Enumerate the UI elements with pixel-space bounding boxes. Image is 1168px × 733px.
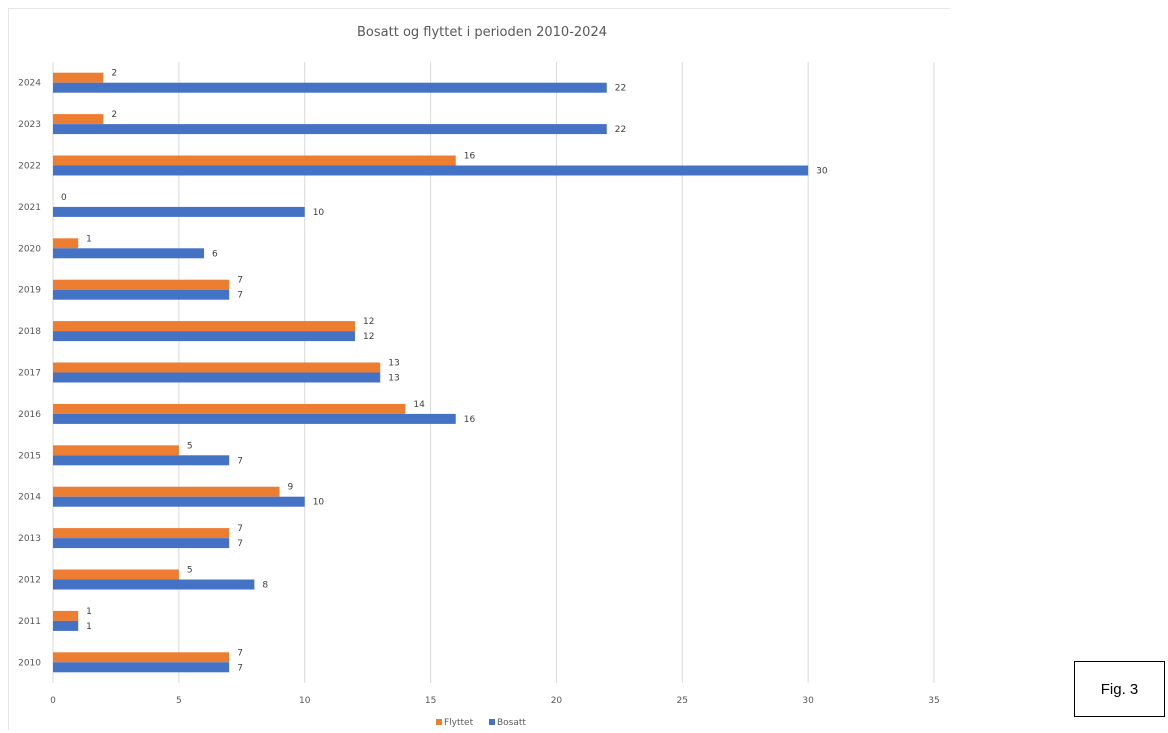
bar-flyttet-2020 xyxy=(53,238,79,249)
data-label-flyttet-2022: 16 xyxy=(464,152,476,162)
x-tick-label: 15 xyxy=(425,696,436,706)
legend: Flyttet Bosatt xyxy=(436,718,526,728)
bar-flyttet-2019 xyxy=(53,279,230,290)
x-tick-label: 20 xyxy=(551,696,563,706)
data-label-bosatt-2016: 16 xyxy=(464,415,476,425)
bar-bosatt-2023 xyxy=(53,124,607,135)
bar-flyttet-2022 xyxy=(53,155,456,166)
data-label-bosatt-2014: 10 xyxy=(313,498,325,508)
data-label-bosatt-2018: 12 xyxy=(363,332,374,342)
bar-bosatt-2019 xyxy=(53,289,230,300)
data-label-flyttet-2017: 13 xyxy=(388,359,399,369)
figure-label-box: Fig. 3 xyxy=(1074,661,1165,717)
data-labels: 7711587791057141613131212771601016302222… xyxy=(61,69,828,674)
y-tick-label: 2010 xyxy=(18,658,41,668)
y-tick-label: 2022 xyxy=(18,162,41,172)
x-tick-label: 35 xyxy=(928,696,939,706)
y-tick-label: 2020 xyxy=(18,244,41,254)
data-label-bosatt-2015: 7 xyxy=(237,456,243,466)
y-tick-label: 2012 xyxy=(18,576,41,586)
bar-flyttet-2013 xyxy=(53,528,230,539)
data-label-flyttet-2010: 7 xyxy=(237,648,243,658)
y-tick-label: 2018 xyxy=(18,327,41,337)
chart-frame xyxy=(8,8,950,730)
bar-bosatt-2017 xyxy=(53,372,381,383)
data-label-bosatt-2017: 13 xyxy=(388,374,399,384)
data-label-flyttet-2018: 12 xyxy=(363,317,374,327)
bar-bosatt-2018 xyxy=(53,331,356,342)
bars xyxy=(53,72,809,673)
bar-flyttet-2017 xyxy=(53,362,381,373)
data-label-bosatt-2012: 8 xyxy=(262,581,268,591)
x-tick-label: 5 xyxy=(176,696,182,706)
data-label-bosatt-2024: 22 xyxy=(615,84,626,94)
bar-bosatt-2020 xyxy=(53,248,205,259)
y-tick-label: 2016 xyxy=(18,410,41,420)
y-tick-label: 2023 xyxy=(18,120,41,130)
bar-bosatt-2010 xyxy=(53,662,230,673)
y-tick-label: 2024 xyxy=(18,79,41,89)
data-label-flyttet-2011: 1 xyxy=(86,607,92,617)
y-tick-label: 2014 xyxy=(18,493,41,503)
data-label-bosatt-2013: 7 xyxy=(237,539,243,549)
bar-bosatt-2011 xyxy=(53,620,79,631)
bar-bosatt-2022 xyxy=(53,165,809,176)
bar-flyttet-2016 xyxy=(53,403,406,414)
bar-bosatt-2013 xyxy=(53,538,230,549)
data-label-bosatt-2021: 10 xyxy=(313,208,325,218)
data-label-bosatt-2011: 1 xyxy=(86,622,92,632)
x-axis-ticks: 0 5 10 15 20 25 30 35 xyxy=(50,696,940,706)
data-label-bosatt-2019: 7 xyxy=(237,291,243,301)
data-label-flyttet-2020: 1 xyxy=(86,234,92,244)
bar-flyttet-2014 xyxy=(53,486,280,497)
data-label-flyttet-2023: 2 xyxy=(111,110,117,120)
y-tick-label: 2021 xyxy=(18,203,41,213)
data-label-bosatt-2020: 6 xyxy=(212,249,218,259)
y-tick-label: 2019 xyxy=(18,286,41,296)
x-tick-label: 10 xyxy=(299,696,311,706)
bar-bosatt-2012 xyxy=(53,579,255,590)
data-label-flyttet-2013: 7 xyxy=(237,524,243,534)
data-label-flyttet-2015: 5 xyxy=(187,441,193,451)
bar-bosatt-2024 xyxy=(53,82,607,93)
x-tick-label: 0 xyxy=(50,696,56,706)
bar-flyttet-2012 xyxy=(53,569,179,580)
bar-flyttet-2024 xyxy=(53,72,104,83)
bar-bosatt-2021 xyxy=(53,206,305,217)
x-tick-label: 25 xyxy=(677,696,688,706)
bar-bosatt-2015 xyxy=(53,455,230,466)
y-tick-label: 2013 xyxy=(18,534,41,544)
chart-title: Bosatt og flyttet i perioden 2010-2024 xyxy=(357,25,607,40)
x-tick-label: 30 xyxy=(802,696,814,706)
bar-flyttet-2015 xyxy=(53,445,179,456)
y-tick-label: 2011 xyxy=(18,617,41,627)
data-label-flyttet-2014: 9 xyxy=(288,483,294,493)
bar-flyttet-2011 xyxy=(53,610,79,621)
y-tick-label: 2015 xyxy=(18,451,41,461)
bar-flyttet-2010 xyxy=(53,652,230,663)
y-axis-ticks: 2010 2011 2012 2013 2014 2015 2016 2017 2018 2019… xyxy=(18,79,41,669)
bar-bosatt-2016 xyxy=(53,413,456,424)
data-label-flyttet-2019: 7 xyxy=(237,276,243,286)
legend-label-bosatt: Bosatt xyxy=(497,718,526,728)
data-label-bosatt-2010: 7 xyxy=(237,663,243,673)
legend-swatch-bosatt xyxy=(489,719,495,725)
data-label-flyttet-2021: 0 xyxy=(61,193,67,203)
bar-flyttet-2023 xyxy=(53,114,104,125)
legend-swatch-flyttet xyxy=(436,719,442,725)
data-label-flyttet-2024: 2 xyxy=(111,69,117,79)
data-label-flyttet-2012: 5 xyxy=(187,566,193,576)
data-label-bosatt-2023: 22 xyxy=(615,125,626,135)
y-tick-label: 2017 xyxy=(18,369,41,379)
figure-label: Fig. 3 xyxy=(1100,680,1139,698)
bar-flyttet-2018 xyxy=(53,321,356,332)
data-label-flyttet-2016: 14 xyxy=(413,400,425,410)
data-label-bosatt-2022: 30 xyxy=(816,167,828,177)
legend-label-flyttet: Flyttet xyxy=(444,718,474,728)
bar-bosatt-2014 xyxy=(53,496,305,507)
